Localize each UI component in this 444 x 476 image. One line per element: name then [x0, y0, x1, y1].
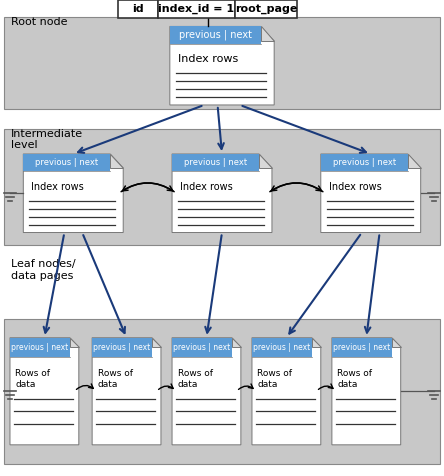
Text: previous | next: previous | next	[333, 343, 390, 352]
FancyBboxPatch shape	[332, 338, 392, 357]
FancyBboxPatch shape	[118, 0, 158, 18]
PathPatch shape	[170, 27, 274, 105]
FancyBboxPatch shape	[4, 319, 440, 464]
Text: index_id = 1: index_id = 1	[159, 4, 234, 14]
PathPatch shape	[172, 338, 241, 445]
Text: Index rows: Index rows	[180, 181, 233, 191]
Text: previous | next: previous | next	[11, 343, 68, 352]
Text: previous | next: previous | next	[35, 158, 98, 167]
Text: Index rows: Index rows	[31, 181, 84, 191]
PathPatch shape	[261, 27, 274, 41]
PathPatch shape	[92, 338, 161, 445]
Text: previous | next: previous | next	[184, 158, 247, 167]
FancyBboxPatch shape	[92, 338, 152, 357]
FancyBboxPatch shape	[172, 338, 232, 357]
Text: Root node: Root node	[11, 17, 67, 27]
Text: previous | next: previous | next	[333, 158, 396, 167]
PathPatch shape	[24, 154, 123, 233]
Text: Rows of
data: Rows of data	[258, 369, 293, 389]
FancyBboxPatch shape	[252, 338, 312, 357]
PathPatch shape	[10, 338, 79, 445]
PathPatch shape	[332, 338, 400, 445]
PathPatch shape	[152, 338, 161, 347]
PathPatch shape	[259, 154, 272, 168]
Text: id: id	[132, 4, 143, 14]
Text: Index rows: Index rows	[178, 54, 238, 64]
FancyBboxPatch shape	[158, 0, 235, 18]
PathPatch shape	[321, 154, 420, 233]
Text: previous | next: previous | next	[253, 343, 310, 352]
PathPatch shape	[232, 338, 241, 347]
PathPatch shape	[172, 154, 272, 233]
Text: previous | next: previous | next	[173, 343, 230, 352]
PathPatch shape	[408, 154, 420, 168]
Text: Rows of
data: Rows of data	[178, 369, 213, 389]
PathPatch shape	[110, 154, 123, 168]
PathPatch shape	[392, 338, 400, 347]
Text: previous | next: previous | next	[93, 343, 151, 352]
FancyBboxPatch shape	[24, 154, 110, 171]
Text: root_page: root_page	[235, 4, 297, 14]
Text: Index rows: Index rows	[329, 181, 381, 191]
FancyBboxPatch shape	[4, 17, 440, 109]
FancyBboxPatch shape	[235, 0, 297, 18]
Text: Rows of
data: Rows of data	[337, 369, 373, 389]
Text: Intermediate
level: Intermediate level	[11, 129, 83, 150]
FancyBboxPatch shape	[4, 129, 440, 245]
PathPatch shape	[312, 338, 321, 347]
Text: Rows of
data: Rows of data	[16, 369, 51, 389]
FancyBboxPatch shape	[170, 27, 261, 44]
FancyBboxPatch shape	[172, 154, 259, 171]
PathPatch shape	[252, 338, 321, 445]
Text: Rows of
data: Rows of data	[98, 369, 133, 389]
FancyBboxPatch shape	[10, 338, 70, 357]
Text: previous | next: previous | next	[179, 30, 252, 40]
FancyBboxPatch shape	[321, 154, 408, 171]
PathPatch shape	[70, 338, 79, 347]
Text: Leaf nodes/
data pages: Leaf nodes/ data pages	[11, 259, 76, 281]
